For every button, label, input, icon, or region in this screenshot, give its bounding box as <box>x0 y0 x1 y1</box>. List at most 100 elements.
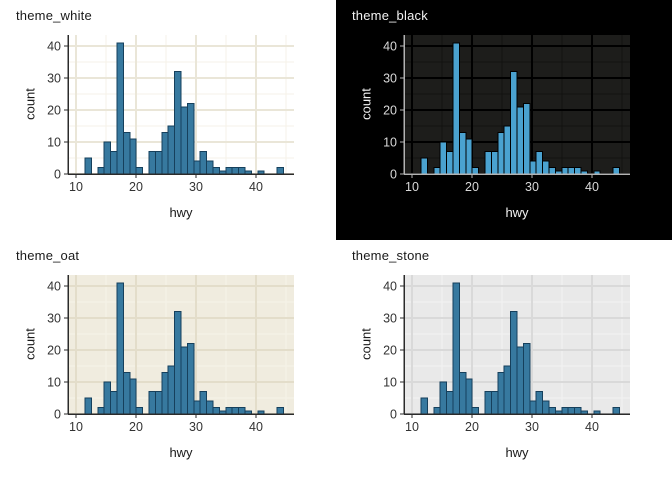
x-axis-title: hwy <box>505 205 529 220</box>
tick-labels: 10 20 30 40 0 10 20 30 40 <box>383 40 599 195</box>
histogram-bar <box>439 141 448 175</box>
y-tick-label: 10 <box>383 136 397 150</box>
histogram-bar <box>231 167 240 175</box>
y-tick-label: 40 <box>383 280 397 294</box>
histogram-bar <box>199 151 208 175</box>
y-tick-label: 20 <box>383 344 397 358</box>
panel-theme-black: 10 20 30 40 0 10 20 30 40 theme_black count hwy <box>336 0 672 240</box>
histogram-bar <box>129 378 137 415</box>
y-tick-label: 10 <box>47 136 61 150</box>
histogram-bar <box>199 391 208 415</box>
y-tick-label: 10 <box>383 376 397 390</box>
histogram-bar <box>490 151 499 175</box>
histogram-bar <box>161 371 169 415</box>
histogram-bar <box>567 407 576 415</box>
y-axis-title: count <box>22 328 38 360</box>
y-axis-title: count <box>22 88 38 120</box>
histogram-bar <box>484 151 492 175</box>
y-tick-label: 20 <box>383 104 397 118</box>
histogram-bar <box>167 365 176 415</box>
panel-title-theme-white: theme_white <box>16 8 92 23</box>
histogram-bar <box>529 400 537 415</box>
x-axis-title: hwy <box>169 445 193 460</box>
histogram-bar <box>174 71 182 175</box>
histogram-bar <box>129 138 137 175</box>
histogram-bar <box>433 167 441 175</box>
histogram-bar <box>122 371 131 415</box>
histogram-bar <box>135 167 144 175</box>
histogram-bar <box>561 407 569 415</box>
histogram-bar <box>452 282 460 415</box>
histogram-bar <box>458 131 467 175</box>
histogram-bar <box>542 400 550 415</box>
histogram-bar <box>484 391 492 415</box>
histogram-bar <box>452 42 460 175</box>
y-tick-label: 0 <box>390 168 397 182</box>
histogram-bar <box>103 141 112 175</box>
histogram-bar <box>465 138 473 175</box>
x-axis-title: hwy <box>505 445 529 460</box>
histogram-bar <box>433 407 441 415</box>
histogram-bar <box>186 343 195 415</box>
histogram-bar <box>167 125 176 175</box>
y-tick-label: 0 <box>54 408 61 422</box>
histogram-bar <box>238 167 246 175</box>
histogram-bar <box>420 397 428 415</box>
tick-marks <box>64 45 257 178</box>
histogram-bar <box>193 160 201 175</box>
histogram-bar <box>548 167 556 175</box>
x-tick-label: 40 <box>249 180 263 194</box>
histogram-bar <box>548 407 556 415</box>
x-axis-title: hwy <box>169 205 193 220</box>
histogram-bars <box>84 42 284 175</box>
histogram-plot-theme-stone: 10 20 30 40 0 10 20 30 40 <box>383 275 630 435</box>
histogram-bar <box>490 391 499 415</box>
histogram-bar <box>231 407 240 415</box>
histogram-bar <box>465 378 473 415</box>
histogram-bar <box>193 400 201 415</box>
histogram-bar <box>212 167 220 175</box>
panel-theme-oat: 10 20 30 40 0 10 20 30 40 theme_oat count hwy <box>0 240 336 480</box>
y-tick-label: 30 <box>47 312 61 326</box>
tick-labels: 10 20 30 40 0 10 20 30 40 <box>383 280 599 435</box>
histogram-plot-theme-black: 10 20 30 40 0 10 20 30 40 <box>383 35 630 195</box>
histogram-plot-theme-oat: 10 20 30 40 0 10 20 30 40 <box>47 275 294 434</box>
histogram-bar <box>154 391 163 415</box>
tick-labels: 10 20 30 40 0 10 20 30 40 <box>47 40 263 195</box>
histogram-bar <box>510 71 518 175</box>
histogram-bar <box>154 151 163 175</box>
x-tick-label: 40 <box>585 180 599 194</box>
histogram-bar <box>122 131 131 175</box>
x-tick-label: 30 <box>189 420 203 434</box>
histogram-bar <box>516 346 524 415</box>
histogram-bar <box>276 167 284 175</box>
histogram-bar <box>116 282 124 415</box>
histogram-bar <box>471 407 480 415</box>
histogram-bar <box>612 407 620 415</box>
histogram-bar <box>522 103 531 175</box>
histogram-bar <box>97 167 105 175</box>
histogram-bar <box>174 311 182 415</box>
histogram-bar <box>148 391 156 415</box>
y-tick-label: 40 <box>47 280 61 294</box>
histogram-bar <box>97 407 105 415</box>
histogram-bar <box>516 106 524 175</box>
histogram-bar <box>206 400 214 415</box>
y-tick-label: 30 <box>47 72 61 86</box>
panel-title-theme-black: theme_black <box>352 8 428 23</box>
histogram-bar <box>561 167 569 175</box>
panel-theme-stone: 10 20 30 40 0 10 20 30 40 theme_stone count hwy <box>336 240 672 480</box>
x-tick-label: 20 <box>465 420 479 434</box>
histogram-bar <box>542 160 550 175</box>
panel-title-theme-oat: theme_oat <box>16 248 80 263</box>
histogram-bar <box>503 125 512 175</box>
tick-marks <box>400 285 593 418</box>
x-tick-label: 30 <box>525 420 539 434</box>
y-tick-label: 30 <box>383 72 397 86</box>
histogram-bar <box>522 343 531 415</box>
tick-marks <box>64 285 257 418</box>
panel-title-theme-stone: theme_stone <box>352 248 430 263</box>
histogram-bar <box>206 160 214 175</box>
histogram-bar <box>116 42 124 175</box>
histogram-bar <box>161 131 169 175</box>
